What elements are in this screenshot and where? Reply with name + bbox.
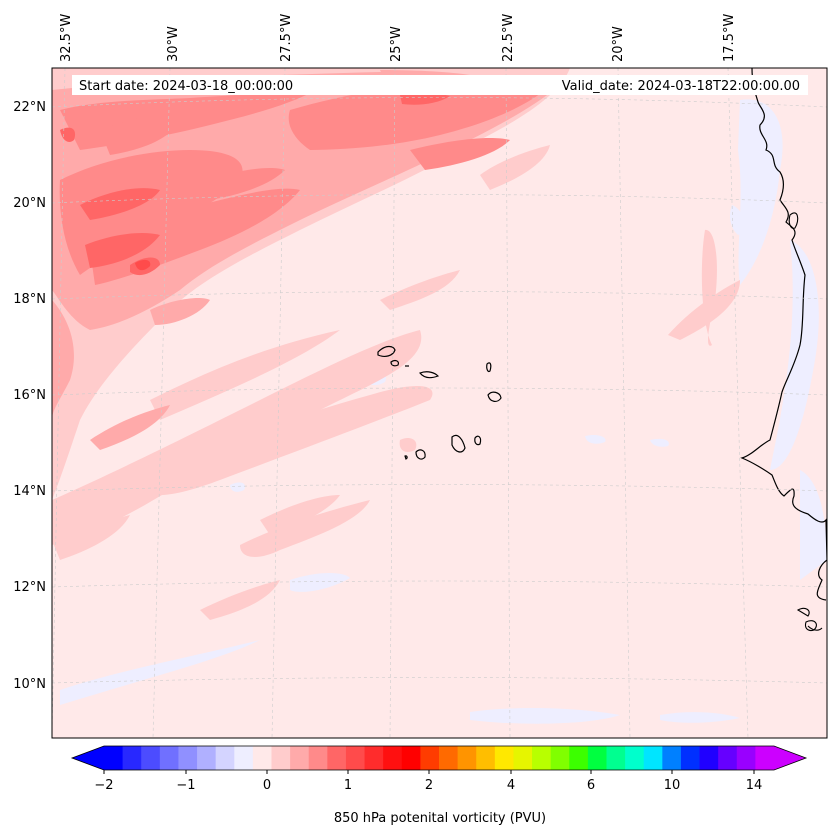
colorbar-swatch <box>345 746 366 770</box>
colorbar-swatch <box>476 746 496 770</box>
map-gridlines <box>52 68 827 738</box>
colorbar-swatch <box>234 746 254 770</box>
colorbar-swatch <box>680 746 701 770</box>
lon-tick-label: 17.5°W <box>722 14 737 62</box>
date-banner <box>72 75 808 95</box>
start-date-label: Start date: 2024-03-18_00:00:00 <box>79 79 293 94</box>
colorbar-swatch <box>271 746 291 770</box>
lat-tick-label: 10°N <box>13 677 46 692</box>
colorbar-tick-label: 4 <box>507 778 515 793</box>
colorbar-swatch <box>290 746 310 770</box>
colorbar-swatch <box>606 746 626 770</box>
colorbar-swatch <box>736 746 756 770</box>
colorbar-tick-label: 10 <box>664 778 681 793</box>
colorbar-swatch <box>532 746 552 770</box>
colorbar-tick-label: 6 <box>587 778 595 793</box>
map-area <box>52 68 827 738</box>
colorbar-swatch <box>308 746 328 770</box>
colorbar-swatch <box>215 746 235 770</box>
colorbar-max-extend <box>774 746 806 770</box>
colorbar-swatch <box>569 746 589 770</box>
colorbar-tick-label: 1 <box>344 778 352 793</box>
colorbar-swatch <box>401 746 421 770</box>
cape-verde-islands <box>377 345 502 460</box>
lat-tick-label: 18°N <box>13 292 46 307</box>
colorbar-swatch <box>494 746 515 770</box>
colorbar-swatch <box>662 746 682 770</box>
colorbar-swatch <box>327 746 347 770</box>
african-coastline <box>740 68 827 601</box>
lon-tick-label: 22.5°W <box>501 14 516 62</box>
colorbar-swatch <box>699 746 719 770</box>
colorbar-swatch <box>252 746 273 770</box>
colorbar-label: 850 hPa potenital vorticity (PVU) <box>334 811 546 826</box>
lon-tick-label: 27.5°W <box>279 14 294 62</box>
lat-tick-label: 22°N <box>13 100 46 115</box>
colorbar-min-extend <box>72 746 104 770</box>
colorbar: −2 −1 0 1 2 4 6 10 14 <box>70 745 808 793</box>
negative-pv-patches <box>60 99 827 724</box>
colorbar-swatch <box>513 746 533 770</box>
colorbar-swatch <box>364 746 384 770</box>
colorbar-swatch <box>383 746 403 770</box>
lat-tick-label: 20°N <box>13 196 46 211</box>
lon-tick-label: 20°W <box>611 26 626 62</box>
colorbar-swatch <box>643 746 663 770</box>
colorbar-swatch <box>587 746 608 770</box>
colorbar-tick-label: −2 <box>94 778 113 793</box>
map-frame <box>51 67 828 739</box>
latitude-ticks: 22°N 20°N 18°N 16°N 14°N 12°N 10°N <box>13 100 46 692</box>
lat-tick-label: 12°N <box>13 580 46 595</box>
colorbar-swatch <box>141 746 161 770</box>
lon-tick-label: 32.5°W <box>59 14 74 62</box>
colorbar-tick-label: 2 <box>425 778 433 793</box>
colorbar-swatch <box>457 746 477 770</box>
lat-tick-label: 14°N <box>13 484 46 499</box>
pv-contour-max <box>135 259 151 271</box>
colorbar-tick-label: 0 <box>263 778 271 793</box>
lon-tick-label: 25°W <box>389 26 404 62</box>
colorbar-swatch <box>718 746 738 770</box>
colorbar-swatch <box>104 746 124 770</box>
colorbar-swatch <box>197 746 217 770</box>
colorbar-swatch <box>550 746 570 770</box>
colorbar-swatch <box>439 746 459 770</box>
lat-tick-label: 16°N <box>13 388 46 403</box>
colorbar-swatch <box>755 746 775 770</box>
colorbar-swatch <box>159 746 180 770</box>
colorbar-swatch <box>625 746 645 770</box>
colorbar-tick-label: 14 <box>746 778 763 793</box>
lon-tick-label: 30°W <box>166 26 181 62</box>
colorbar-tick-label: −1 <box>176 778 195 793</box>
pv-contour-peak <box>60 93 450 276</box>
colorbar-swatch <box>178 746 198 770</box>
valid-date-label: Valid_date: 2024-03-18T22:00:00.00 <box>562 79 800 94</box>
colorbar-swatch <box>122 746 142 770</box>
colorbar-swatch <box>420 746 440 770</box>
longitude-ticks: 32.5°W 30°W 27.5°W 25°W 22.5°W 20°W 17.5… <box>59 14 737 62</box>
